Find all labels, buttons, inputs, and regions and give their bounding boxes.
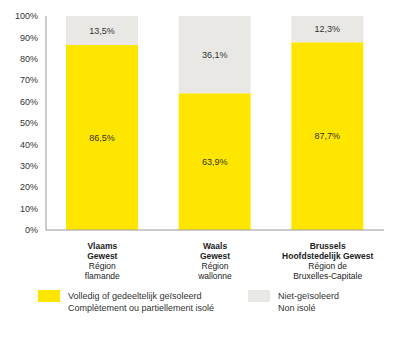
svg-text:36,1%: 36,1% (202, 50, 228, 60)
svg-text:63,9%: 63,9% (202, 157, 228, 167)
svg-text:87,7%: 87,7% (315, 131, 341, 141)
svg-text:86,5%: 86,5% (89, 133, 115, 143)
html-text:Volledig of gedeeltelijk geïso: Volledig of gedeeltelijk geïsoleerd (68, 291, 202, 301)
html-text:Niet-geïsoleerd: Niet-geïsoleerd (278, 291, 339, 301)
svg-text:BrusselsHoofdstedelijk GewestR: BrusselsHoofdstedelijk GewestRégion deBr… (282, 241, 373, 281)
svg-text:30%: 30% (20, 161, 38, 171)
svg-text:50%: 50% (20, 118, 38, 128)
svg-text:80%: 80% (20, 54, 38, 64)
html-text:Complètement ou partiellement: Complètement ou partiellement isolé (68, 303, 215, 313)
svg-text:20%: 20% (20, 182, 38, 192)
svg-text:10%: 10% (20, 204, 38, 214)
svg-text:0%: 0% (25, 225, 38, 235)
svg-text:60%: 60% (20, 97, 38, 107)
svg-text:13,5%: 13,5% (89, 26, 115, 36)
svg-text:VlaamsGewestRégionflamande: VlaamsGewestRégionflamande (85, 241, 120, 281)
svg-text:100%: 100% (15, 11, 38, 21)
svg-text:70%: 70% (20, 75, 38, 85)
html-text:Non isolé: Non isolé (278, 303, 316, 313)
svg-text:40%: 40% (20, 140, 38, 150)
svg-text:90%: 90% (20, 33, 38, 43)
svg-text:12,3%: 12,3% (315, 24, 341, 34)
svg-text:WaalsGewestRégionwallonne: WaalsGewestRégionwallonne (197, 241, 232, 281)
